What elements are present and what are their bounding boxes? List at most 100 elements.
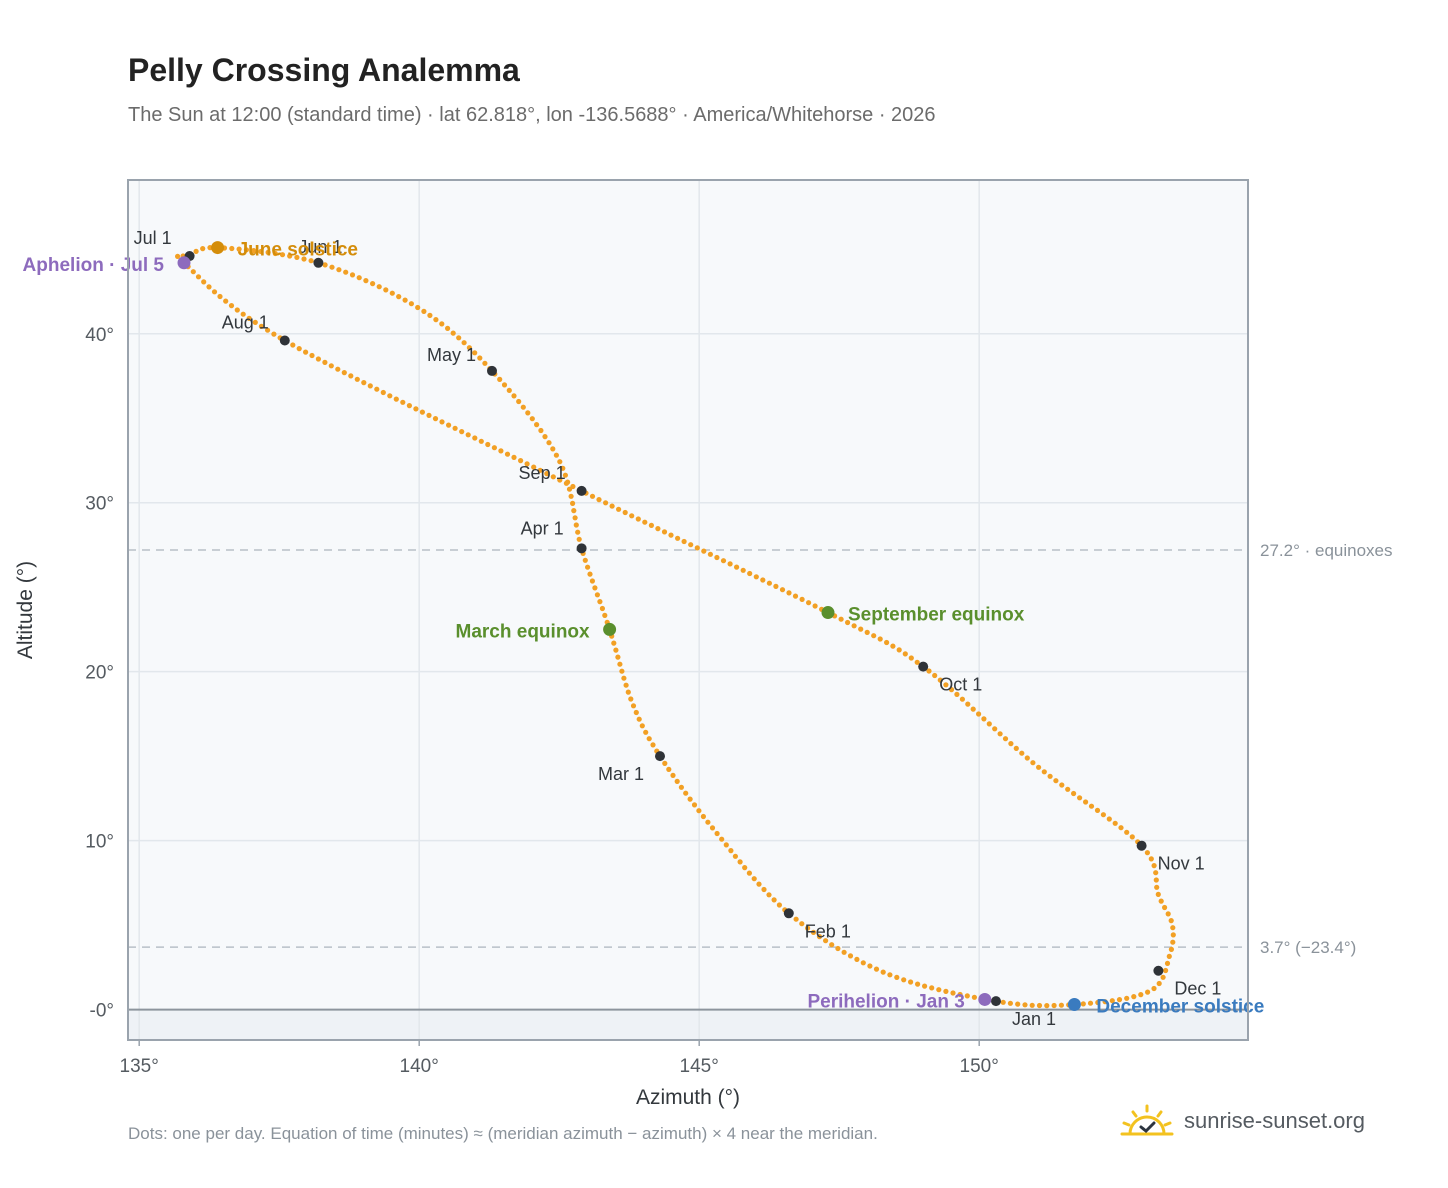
daily-dot	[766, 892, 772, 898]
daily-dot	[1153, 877, 1159, 883]
daily-dot	[594, 592, 601, 598]
daily-dot	[707, 551, 714, 557]
daily-dot	[854, 956, 860, 963]
daily-dot	[655, 526, 661, 532]
daily-dot	[557, 477, 563, 483]
daily-dot	[683, 790, 689, 796]
daily-dot	[609, 503, 615, 509]
daily-dot	[1148, 856, 1154, 862]
daily-dot	[1166, 953, 1172, 960]
x-axis-title: Azimuth (°)	[636, 1086, 740, 1109]
daily-dot	[301, 256, 307, 262]
daily-dot	[642, 519, 648, 525]
daily-dot	[771, 897, 777, 903]
daily-dot	[681, 538, 687, 545]
daily-dot	[1095, 999, 1101, 1006]
daily-dot	[452, 425, 458, 431]
daily-dot	[603, 500, 609, 506]
daily-dot	[793, 916, 799, 922]
daily-dot	[740, 567, 746, 573]
daily-dot	[1164, 960, 1171, 967]
daily-dot	[625, 689, 631, 695]
daily-dot	[1102, 999, 1108, 1005]
daily-dot	[356, 275, 362, 281]
daily-dot	[200, 246, 206, 252]
daily-dot	[701, 548, 707, 554]
daily-dot	[666, 766, 672, 773]
daily-dot	[520, 404, 526, 410]
daily-dot	[867, 963, 873, 969]
daily-dot	[597, 599, 603, 605]
daily-dot	[1138, 992, 1144, 998]
daily-dot	[290, 342, 296, 348]
plot-frame	[127, 179, 1249, 1041]
daily-dot	[1047, 773, 1053, 779]
daily-dot	[1030, 760, 1036, 766]
below-horizon-band	[128, 1009, 1248, 1040]
month-marker-label: Sep 1	[519, 463, 566, 483]
daily-dot	[1131, 994, 1137, 1000]
daily-dot	[1065, 786, 1071, 792]
daily-dot	[322, 359, 328, 365]
daily-dot	[723, 842, 729, 848]
daily-dot	[303, 349, 309, 355]
daily-dot	[589, 578, 596, 584]
month-marker	[576, 543, 587, 554]
daily-dot	[446, 422, 452, 428]
daily-dot	[766, 580, 773, 586]
daily-dot	[1158, 898, 1164, 904]
daily-dot	[1156, 980, 1162, 987]
daily-dot	[871, 633, 877, 639]
y-tick-label: 30°	[85, 494, 114, 515]
daily-dot	[329, 264, 335, 270]
x-tick-label: 135°	[120, 1056, 159, 1077]
daily-dot	[997, 731, 1003, 737]
daily-dot	[696, 808, 702, 814]
daily-dot	[271, 331, 277, 337]
daily-dot	[709, 825, 716, 831]
daily-dot	[240, 311, 246, 317]
daily-dot	[504, 451, 511, 457]
daily-dot	[1154, 884, 1160, 890]
daily-dot	[566, 486, 573, 492]
daily-dot	[705, 819, 711, 825]
daily-dot	[195, 274, 202, 280]
month-marker-label: Jan 1	[1012, 1009, 1056, 1029]
daily-dot	[193, 248, 199, 254]
daily-dot	[1124, 829, 1130, 835]
daily-dot	[211, 289, 218, 295]
daily-dot	[700, 813, 707, 820]
x-tick-label: 140°	[400, 1056, 439, 1077]
daily-dot	[617, 661, 623, 667]
daily-dot	[835, 945, 841, 952]
daily-dot	[217, 293, 223, 300]
brand-logo[interactable]: sunrise-sunset.org	[1120, 1104, 1365, 1138]
daily-dot	[628, 696, 634, 702]
daily-dot	[348, 373, 354, 379]
daily-dot	[498, 448, 504, 454]
daily-dot	[349, 272, 356, 278]
event-label: June solstice	[238, 240, 358, 261]
daily-dot	[884, 639, 890, 646]
daily-dot	[201, 279, 207, 285]
daily-dot	[691, 802, 698, 808]
daily-dot	[812, 603, 818, 609]
daily-dot	[506, 387, 512, 393]
month-marker	[655, 751, 665, 762]
daily-dot	[959, 696, 966, 702]
daily-dot	[294, 254, 300, 260]
daily-dot	[908, 655, 914, 661]
daily-dot	[799, 596, 805, 603]
daily-dot	[573, 522, 579, 528]
daily-dot	[279, 252, 286, 258]
daily-dot	[246, 315, 252, 321]
daily-dot	[668, 532, 674, 538]
daily-dot	[970, 706, 976, 712]
daily-dot	[894, 974, 900, 981]
daily-dot	[1022, 1002, 1028, 1008]
daily-dot	[415, 304, 421, 311]
daily-dot	[779, 587, 786, 593]
daily-dot	[753, 574, 759, 580]
daily-dot	[1100, 812, 1106, 818]
daily-dot	[370, 281, 376, 287]
